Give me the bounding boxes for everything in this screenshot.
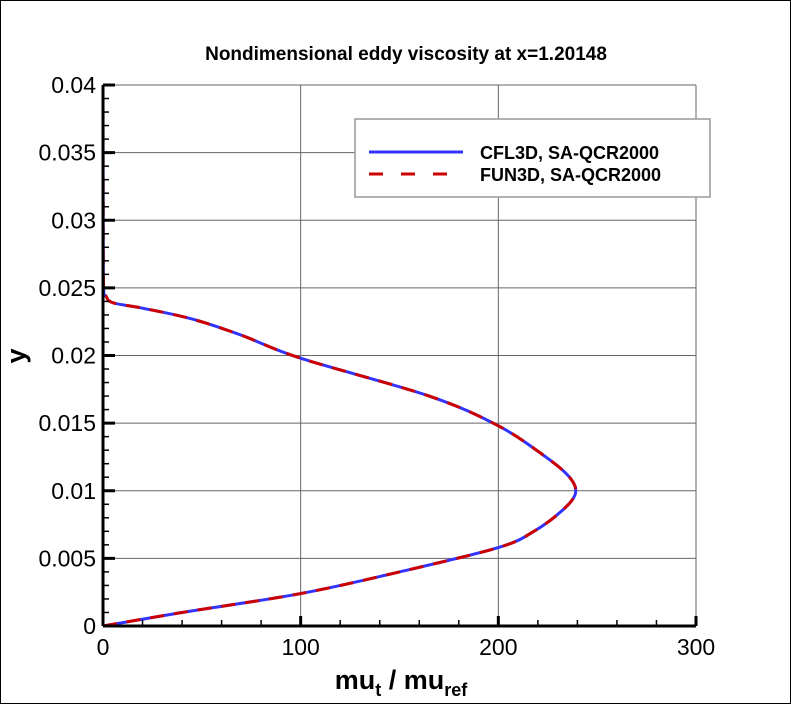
- legend-label-0: CFL3D, SA-QCR2000: [480, 143, 659, 163]
- y-tick-label: 0.04: [51, 72, 96, 98]
- y-tick-label: 0.015: [38, 410, 96, 436]
- chart-title: Nondimensional eddy viscosity at x=1.201…: [205, 44, 607, 65]
- y-tick-label: 0.025: [38, 275, 96, 301]
- y-tick-label: 0.005: [38, 545, 96, 571]
- y-tick-label: 0.035: [38, 140, 96, 166]
- legend-label-1: FUN3D, SA-QCR2000: [480, 165, 661, 185]
- y-tick-label: 0: [83, 613, 96, 639]
- y-tick-label: 0.02: [51, 343, 96, 369]
- x-tick-label: 300: [677, 634, 715, 660]
- x-tick-label: 200: [479, 634, 517, 660]
- y-tick-label: 0.01: [51, 478, 96, 504]
- axes: 0 100 200 300 0 0.005 0.01 0.015 0.02 0.025 0.03 0.…: [38, 72, 715, 660]
- legend-box: [354, 118, 711, 198]
- y-axis-label: y: [1, 348, 31, 363]
- x-tick-label: 0: [97, 634, 110, 660]
- series-line-1: [101, 84, 578, 628]
- x-tick-label: 100: [281, 634, 319, 660]
- series-layer: [101, 84, 578, 628]
- y-tick-label: 0.03: [51, 207, 96, 233]
- x-axis-label: mut / muref: [335, 665, 469, 700]
